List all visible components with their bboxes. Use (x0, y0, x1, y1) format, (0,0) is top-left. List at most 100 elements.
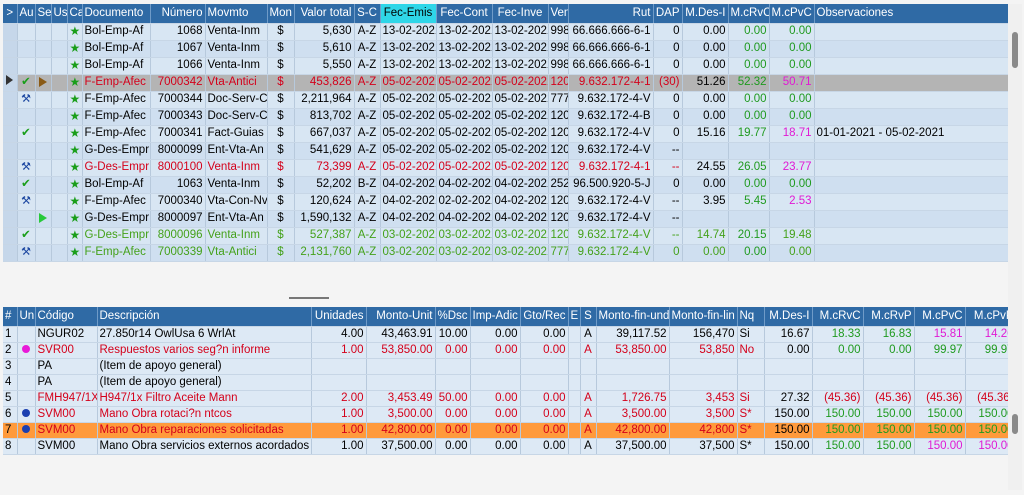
issue-date[interactable]: 04-02-2021 (380, 210, 437, 228)
m-des-i[interactable]: 0.00 (682, 244, 729, 262)
m-cpvc[interactable]: 15.81 (914, 326, 966, 343)
col-header-5[interactable]: Documento (82, 4, 151, 24)
units[interactable]: 1.00 (311, 422, 367, 439)
document-row[interactable]: ⚒ ★ F-Emp-Afec 7000340 Vta-Con-Nv $120,624 A-Z… (3, 193, 1010, 211)
accounting-date[interactable]: 05-02-2021 (436, 108, 493, 126)
total-value[interactable]: 667,037 (294, 125, 355, 143)
pane-splitter[interactable] (0, 288, 1010, 307)
item-index[interactable]: 1 (3, 326, 18, 343)
col-header-13[interactable]: Fec-Inve (492, 4, 549, 24)
col-header-4[interactable]: Ca (67, 4, 83, 24)
ca-cell[interactable]: ★ (67, 125, 83, 143)
document-type[interactable]: G-Des-Empr (82, 210, 151, 228)
s-flag[interactable]: A (580, 406, 597, 423)
observations[interactable] (814, 108, 1010, 126)
us-cell[interactable] (51, 210, 68, 228)
dap[interactable]: -- (653, 159, 683, 177)
nq[interactable] (737, 358, 765, 375)
accounting-date[interactable]: 05-02-2021 (436, 91, 493, 109)
unit-cell[interactable] (17, 342, 36, 359)
document-type[interactable]: Bol-Emp-Af (82, 23, 151, 41)
m-cpvp[interactable]: (45.36) (965, 390, 1017, 407)
final-unit-amount[interactable]: 3,500.00 (596, 406, 670, 423)
document-row[interactable]: ✔ ★ F-Emp-Afec 7000342 Vta-Antici $453,826 A-Z… (3, 74, 1010, 92)
auth-cell[interactable] (17, 108, 36, 126)
m-cpvc[interactable]: (45.36) (914, 390, 966, 407)
nq[interactable]: No (737, 342, 765, 359)
document-row[interactable]: ★ Bol-Emp-Af 1066 Venta-Inm $5,550 A-Z 13-02-2… (3, 57, 1010, 75)
item-description[interactable]: 27.850r14 OwlUsa 6 WrlAt (97, 326, 312, 343)
rut[interactable]: 9.632.172-4-V (568, 193, 654, 211)
discount[interactable]: 0.00 (435, 406, 471, 423)
imp-adic[interactable] (470, 358, 521, 375)
accounting-date[interactable]: 02-02-2021 (436, 193, 493, 211)
currency[interactable]: $ (267, 125, 295, 143)
item-col-header-0[interactable]: # (3, 307, 18, 327)
dap[interactable]: 0 (653, 40, 683, 58)
e-flag[interactable] (568, 326, 581, 343)
e-flag[interactable] (568, 342, 581, 359)
currency[interactable]: $ (267, 91, 295, 109)
m-crvp[interactable]: 150.00 (863, 422, 915, 439)
s-flag[interactable] (580, 358, 597, 375)
total-value[interactable]: 453,826 (294, 74, 355, 92)
final-line-amount[interactable]: 3,500 (669, 406, 738, 423)
item-code[interactable]: PA (35, 358, 98, 375)
m-cpvc[interactable] (769, 142, 815, 160)
m-des-i[interactable] (682, 142, 729, 160)
unit-amount[interactable] (366, 358, 436, 375)
scroll-thumb-top[interactable] (1012, 32, 1018, 68)
item-col-header-2[interactable]: Código (35, 307, 98, 327)
unit-amount[interactable]: 3,500.00 (366, 406, 436, 423)
document-type[interactable]: G-Des-Empr (82, 142, 151, 160)
document-row[interactable]: ★ G-Des-Empr 8000099 Ent-Vta-An $541,629 A-Z 0… (3, 142, 1010, 160)
m-cpvc[interactable]: 0.00 (769, 40, 815, 58)
dap[interactable]: -- (653, 142, 683, 160)
total-value[interactable]: 2,211,964 (294, 91, 355, 109)
auth-cell[interactable]: ✔ (17, 125, 36, 143)
nq[interactable]: S* (737, 422, 765, 439)
document-row[interactable]: ✔ ★ Bol-Emp-Af 1063 Venta-Inm $52,202 B-Z 04-02… (3, 176, 1010, 194)
m-crvc[interactable]: 0.00 (728, 176, 770, 194)
m-cpvc[interactable]: 150.00 (914, 422, 966, 439)
m-cpvc[interactable] (769, 210, 815, 228)
m-crvc[interactable]: 0.00 (728, 91, 770, 109)
currency[interactable]: $ (267, 176, 295, 194)
col-header-17[interactable]: M.Des-I (682, 4, 729, 24)
observations[interactable] (814, 23, 1010, 41)
col-header-12[interactable]: Fec-Cont (436, 4, 493, 24)
m-crvc[interactable]: 26.05 (728, 159, 770, 177)
document-number[interactable]: 7000344 (150, 91, 206, 109)
issue-date[interactable]: 04-02-2021 (380, 193, 437, 211)
s-flag[interactable]: A (580, 422, 597, 439)
auth-cell[interactable]: ⚒ (17, 159, 36, 177)
seller[interactable]: 998 (548, 23, 569, 41)
final-line-amount[interactable]: 156,470 (669, 326, 738, 343)
m-des-i[interactable] (764, 374, 813, 391)
col-header-15[interactable]: Rut (568, 4, 654, 24)
movement[interactable]: Fact-Guias (205, 125, 268, 143)
unit-amount[interactable] (366, 374, 436, 391)
col-header-1[interactable]: Au (17, 4, 36, 24)
final-line-amount[interactable] (669, 374, 738, 391)
dap[interactable]: 0 (653, 57, 683, 75)
nq[interactable]: S* (737, 438, 765, 455)
col-header-19[interactable]: M.cPvC (769, 4, 815, 24)
inventory-date[interactable]: 04-02-2021 (492, 210, 549, 228)
item-col-header-11[interactable]: Monto-fin-und (596, 307, 670, 327)
rut[interactable]: 66.666.666-6-1 (568, 23, 654, 41)
inventory-date[interactable]: 05-02-2021 (492, 91, 549, 109)
m-crvc[interactable]: 0.00 (728, 108, 770, 126)
ca-cell[interactable]: ★ (67, 244, 83, 262)
us-cell[interactable] (51, 125, 68, 143)
m-des-i[interactable]: 51.26 (682, 74, 729, 92)
currency[interactable]: $ (267, 159, 295, 177)
inventory-date[interactable]: 05-02-2021 (492, 159, 549, 177)
final-line-amount[interactable]: 37,500 (669, 438, 738, 455)
movement[interactable]: Ent-Vta-An (205, 210, 268, 228)
row-selector[interactable] (3, 227, 18, 245)
document-number[interactable]: 7000342 (150, 74, 206, 92)
total-value[interactable]: 5,630 (294, 23, 355, 41)
dap[interactable]: 0 (653, 125, 683, 143)
document-row[interactable]: ⚒ ★ G-Des-Empr 8000100 Venta-Inm $73,399 A-Z 05… (3, 159, 1010, 177)
